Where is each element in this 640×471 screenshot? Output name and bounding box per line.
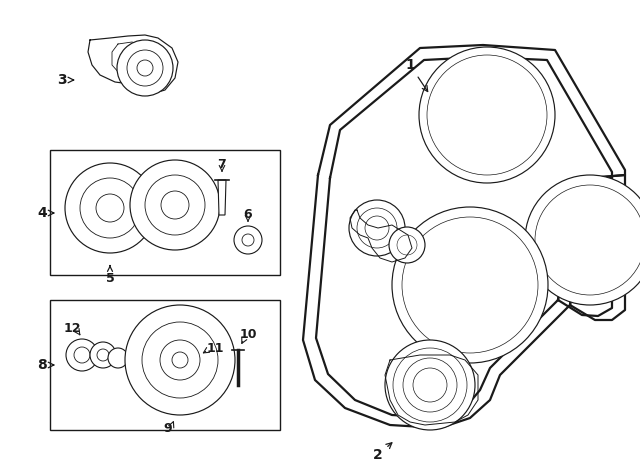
Text: 12: 12: [63, 322, 81, 334]
Circle shape: [403, 358, 457, 412]
Text: 2: 2: [373, 443, 392, 462]
Text: 7: 7: [218, 159, 227, 171]
Circle shape: [161, 191, 189, 219]
Circle shape: [142, 322, 218, 398]
Circle shape: [234, 226, 262, 254]
Circle shape: [160, 340, 200, 380]
Text: 10: 10: [239, 328, 257, 341]
Circle shape: [145, 175, 205, 235]
Circle shape: [130, 160, 220, 250]
Circle shape: [172, 352, 188, 368]
Circle shape: [393, 348, 467, 422]
Circle shape: [419, 47, 555, 183]
Circle shape: [365, 216, 389, 240]
Circle shape: [413, 368, 447, 402]
Circle shape: [402, 217, 538, 353]
Text: 11: 11: [206, 341, 224, 355]
Text: 5: 5: [106, 266, 115, 284]
Circle shape: [74, 347, 90, 363]
Text: 9: 9: [164, 422, 172, 435]
Circle shape: [389, 227, 425, 263]
Circle shape: [349, 200, 405, 256]
Circle shape: [357, 208, 397, 248]
Circle shape: [90, 342, 116, 368]
Circle shape: [97, 349, 109, 361]
Circle shape: [96, 194, 124, 222]
Bar: [118, 180, 168, 230]
Text: 8: 8: [37, 358, 54, 372]
Circle shape: [80, 178, 140, 238]
Circle shape: [117, 40, 173, 96]
Text: 3: 3: [57, 73, 74, 87]
Circle shape: [525, 175, 640, 305]
Text: 6: 6: [244, 209, 252, 221]
Circle shape: [427, 55, 547, 175]
Bar: [50, 300, 280, 430]
Circle shape: [137, 60, 153, 76]
Circle shape: [242, 234, 254, 246]
Circle shape: [65, 163, 155, 253]
Bar: [50, 150, 280, 275]
Circle shape: [397, 235, 417, 255]
Polygon shape: [218, 180, 226, 215]
Circle shape: [125, 305, 235, 415]
Circle shape: [385, 340, 475, 430]
Circle shape: [535, 185, 640, 295]
Text: 4: 4: [37, 206, 54, 220]
Circle shape: [66, 339, 98, 371]
Circle shape: [108, 348, 128, 368]
Text: 1: 1: [405, 58, 428, 91]
Circle shape: [127, 50, 163, 86]
Circle shape: [392, 207, 548, 363]
